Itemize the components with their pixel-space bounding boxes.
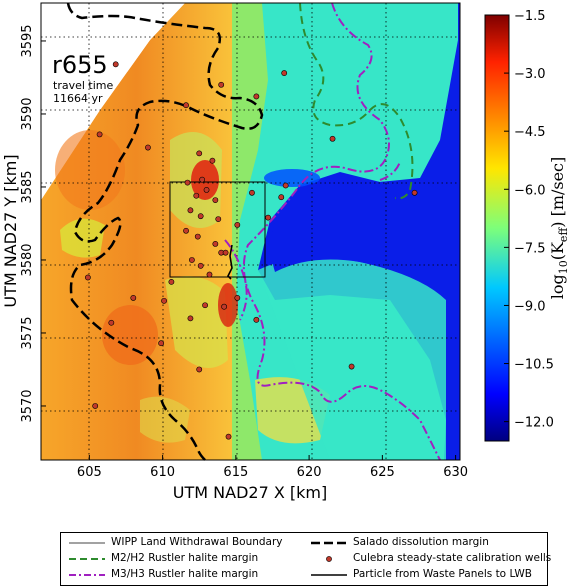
calibration-well: [96, 131, 103, 138]
run-label: r655: [52, 51, 108, 79]
calibration-well: [411, 189, 418, 196]
calibration-well: [194, 233, 201, 240]
m2h2-swatch: [69, 558, 105, 560]
x-tick-label: 605: [77, 465, 102, 480]
m3h3-swatch: [69, 574, 105, 576]
colorbar: [484, 14, 510, 442]
m3h3-margin: [224, 2, 441, 461]
calibration-well: [183, 227, 189, 234]
y-tick-label: 3590: [20, 97, 35, 130]
y-tick-label: 3585: [20, 170, 35, 203]
map-figure: r655 travel time 11664 yr 605 610 615 620 62…: [1, 2, 570, 502]
x-tick-label: 620: [297, 465, 322, 480]
calibration-well: [168, 278, 175, 285]
x-tick-label: 615: [223, 465, 248, 480]
calibration-well: [187, 207, 194, 214]
x-axis-title: UTM NAD27 X [km]: [173, 483, 327, 502]
legend-label-m2h2: M2/H2 Rustler halite margin: [111, 552, 259, 564]
salado-swatch: [311, 541, 347, 545]
colorbar-ticks: −1.5 −3.0 −4.5 −6.0 −7.5 −9.0 −10.5 −12.0: [504, 9, 554, 431]
x-axis-ticks: 605 610 615 620 625 630: [77, 455, 468, 480]
colorbar-tick-label: −12.0: [514, 416, 554, 431]
colorbar-title: log10(Keff) [m/sec]: [548, 157, 570, 300]
wipp-boundary: [169, 181, 266, 278]
calibration-well: [202, 302, 208, 309]
y-axis-ticks: 3570 3575 3580 3585 3590 3595: [20, 24, 46, 423]
calibration-well: [225, 433, 232, 440]
calibration-well: [84, 274, 91, 281]
colorbar-tick-label: −1.5: [514, 9, 546, 24]
m2h2-margin: [299, 2, 414, 200]
colorbar-tick-label: −3.0: [514, 67, 546, 82]
calibration-well: [329, 135, 336, 142]
calibration-well: [281, 70, 288, 76]
x-tick-label: 630: [443, 465, 468, 480]
legend-label-salado: Salado dissolution margin: [353, 536, 489, 548]
calibration-well: [108, 319, 115, 326]
colorbar-tick-label: −10.5: [514, 358, 554, 373]
calibration-well: [196, 366, 203, 373]
y-axis-title: UTM NAD27 Y [km]: [1, 154, 20, 307]
y-tick-label: 3575: [20, 316, 35, 349]
x-tick-label: 610: [150, 465, 175, 480]
calibration-well: [158, 340, 165, 347]
calibration-well: [196, 150, 203, 157]
calibration-well: [188, 257, 195, 263]
calibration-well: [253, 316, 260, 323]
calibration-well: [112, 61, 119, 68]
calibration-well: [253, 93, 260, 100]
calibration-well: [197, 262, 204, 269]
calibration-well: [161, 297, 167, 304]
travel-time-value: 11664 yr: [53, 92, 103, 105]
calibration-well: [92, 403, 99, 409]
calibration-well: [206, 271, 213, 278]
calibration-wells: [84, 61, 418, 440]
calibration-well: [130, 295, 137, 301]
calibration-well: [278, 194, 285, 201]
particle-path: [227, 244, 233, 280]
calibration-well: [212, 197, 219, 204]
calibration-well: [348, 363, 355, 370]
legend-label-m3h3: M3/H3 Rustler halite margin: [111, 568, 259, 580]
colorbar-tick-label: −7.5: [514, 241, 546, 256]
calibration-well: [184, 179, 191, 186]
calibration-well: [197, 213, 204, 220]
calibration-well: [221, 303, 228, 310]
calibration-well: [145, 144, 151, 151]
calibration-well: [183, 102, 189, 109]
plot-frame: [40, 2, 461, 461]
travel-time-label: travel time: [53, 79, 113, 92]
legend-label-wipp: WIPP Land Withdrawal Boundary: [111, 536, 283, 548]
calibration-well: [282, 182, 289, 189]
colorbar-tick-label: −6.0: [514, 183, 546, 198]
colorbar-tick-label: −9.0: [514, 299, 546, 314]
calibration-well: [265, 214, 271, 221]
x-tick-label: 625: [370, 465, 395, 480]
calibration-well: [234, 295, 241, 301]
colorbar-tick-label: −4.5: [514, 125, 546, 140]
wipp-boundary-swatch: [69, 542, 105, 544]
calibration-well: [249, 189, 255, 196]
calibration-well: [187, 315, 194, 322]
conductivity-field: [41, 3, 460, 460]
calibration-well: [209, 157, 216, 164]
y-tick-label: 3595: [20, 24, 35, 57]
legend: WIPP Land Withdrawal Boundary M2/H2 Rust…: [60, 532, 552, 586]
legend-label-particle: Particle from Waste Panels to LWB: [353, 568, 532, 580]
calibration-well: [203, 186, 210, 193]
particle-swatch: [311, 574, 347, 576]
y-tick-label: 3580: [20, 243, 35, 276]
well-swatch: [326, 556, 332, 562]
calibration-well: [218, 81, 225, 88]
legend-label-wells: Culebra steady-state calibration wells: [353, 552, 552, 564]
calibration-well: [215, 216, 222, 222]
calibration-well: [234, 222, 241, 228]
y-tick-label: 3570: [20, 389, 35, 422]
calibration-well: [199, 176, 206, 183]
calibration-well: [193, 192, 200, 199]
calibration-well: [222, 249, 229, 256]
salado-margin: [66, 2, 264, 461]
calibration-well: [212, 241, 219, 247]
